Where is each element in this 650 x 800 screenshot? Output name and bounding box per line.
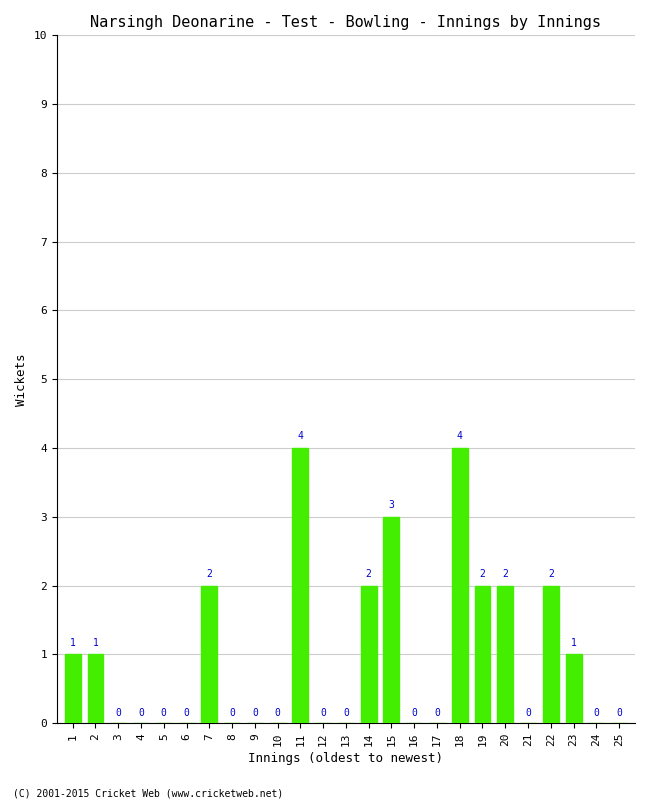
Text: 0: 0 [411, 709, 417, 718]
Text: 2: 2 [366, 569, 372, 578]
Bar [202, 586, 217, 723]
Text: 0: 0 [161, 709, 166, 718]
Text: 0: 0 [275, 709, 281, 718]
Bar [292, 448, 308, 723]
Bar [88, 654, 103, 723]
Text: 0: 0 [343, 709, 349, 718]
Bar [452, 448, 468, 723]
Text: 1: 1 [571, 638, 577, 647]
Text: 1: 1 [92, 638, 98, 647]
Bar [497, 586, 514, 723]
Bar [543, 586, 559, 723]
Text: 0: 0 [115, 709, 121, 718]
Text: 2: 2 [206, 569, 213, 578]
Text: 0: 0 [138, 709, 144, 718]
Text: 0: 0 [252, 709, 258, 718]
Text: (C) 2001-2015 Cricket Web (www.cricketweb.net): (C) 2001-2015 Cricket Web (www.cricketwe… [13, 788, 283, 798]
Bar [361, 586, 376, 723]
Text: 0: 0 [434, 709, 440, 718]
Text: 0: 0 [525, 709, 531, 718]
Y-axis label: Wickets: Wickets [15, 353, 28, 406]
Bar [65, 654, 81, 723]
Text: 4: 4 [298, 431, 304, 441]
Text: 0: 0 [616, 709, 622, 718]
Text: 2: 2 [480, 569, 486, 578]
X-axis label: Innings (oldest to newest): Innings (oldest to newest) [248, 752, 443, 765]
Text: 0: 0 [229, 709, 235, 718]
Text: 4: 4 [457, 431, 463, 441]
Text: 3: 3 [389, 500, 395, 510]
Text: 0: 0 [183, 709, 189, 718]
Bar [566, 654, 582, 723]
Text: 1: 1 [70, 638, 75, 647]
Text: 2: 2 [502, 569, 508, 578]
Text: 0: 0 [593, 709, 599, 718]
Text: 2: 2 [548, 569, 554, 578]
Bar [384, 517, 399, 723]
Title: Narsingh Deonarine - Test - Bowling - Innings by Innings: Narsingh Deonarine - Test - Bowling - In… [90, 15, 601, 30]
Text: 0: 0 [320, 709, 326, 718]
Bar [474, 586, 491, 723]
